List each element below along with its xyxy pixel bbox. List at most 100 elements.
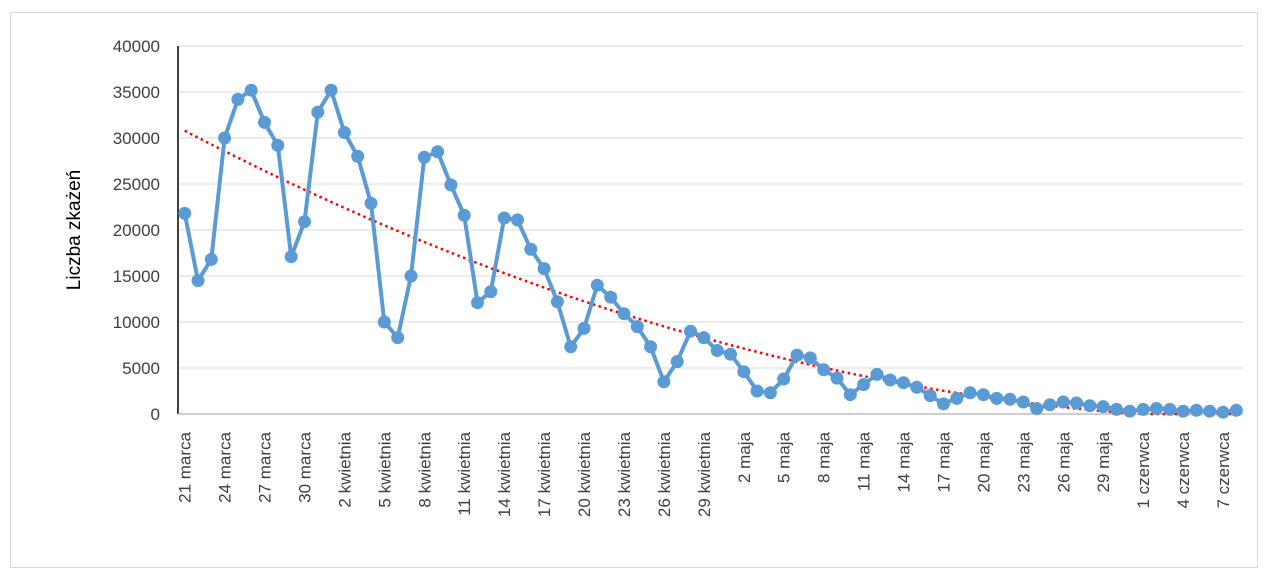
data-point	[657, 375, 671, 389]
data-point	[471, 296, 484, 310]
trendline	[184, 129, 1237, 416]
data-point	[897, 376, 910, 390]
data-point	[1229, 403, 1243, 417]
data-point	[577, 321, 591, 335]
y-tick-label: 10000	[113, 313, 160, 332]
x-tick-label: 5 maja	[775, 431, 794, 483]
data-point	[817, 363, 831, 377]
data-point	[1096, 400, 1110, 414]
data-point	[258, 115, 271, 129]
data-point	[324, 83, 338, 97]
y-tick-label: 30000	[113, 129, 160, 148]
x-tick-labels: 21 marca 24 marca 27 marca 30 marca 2 kwietn…	[176, 431, 1233, 517]
x-tick-label: 26 maja	[1054, 431, 1073, 492]
data-point	[1203, 404, 1217, 418]
data-point	[976, 388, 990, 402]
y-tick-label: 40000	[113, 37, 160, 56]
y-tick-label: 25000	[113, 175, 160, 194]
data-point	[377, 315, 391, 329]
y-tick-label: 0	[151, 405, 160, 424]
data-point	[244, 83, 258, 97]
data-point	[630, 320, 644, 334]
data-point	[497, 211, 511, 225]
data-point	[883, 373, 897, 387]
data-point	[910, 380, 924, 394]
data-point	[564, 340, 578, 354]
data-point	[963, 386, 977, 400]
data-point	[923, 389, 937, 403]
data-point	[417, 150, 431, 164]
data-point	[218, 131, 232, 145]
data-point	[431, 145, 445, 159]
data-point	[724, 347, 737, 361]
data-point	[1136, 402, 1150, 416]
x-tick-label: 20 kwietnia	[575, 431, 594, 517]
data-point	[1043, 398, 1057, 412]
data-point	[1216, 405, 1230, 419]
data-point	[843, 388, 857, 402]
y-tick-label: 20000	[113, 221, 160, 240]
x-tick-label: 5 kwietnia	[375, 431, 394, 507]
data-point	[271, 138, 285, 152]
x-tick-label: 4 czerwca	[1174, 431, 1193, 508]
data-points	[178, 83, 1243, 419]
y-axis-label: Liczba zkażeń	[64, 170, 85, 290]
data-point	[750, 384, 764, 398]
data-point	[950, 391, 964, 405]
data-point	[1150, 402, 1163, 415]
data-point	[550, 295, 564, 309]
x-tick-label: 24 marca	[216, 431, 235, 502]
data-point	[1176, 404, 1190, 418]
y-tick-label: 5000	[122, 359, 160, 378]
data-point	[1056, 395, 1070, 409]
x-tick-label: 8 kwietnia	[415, 431, 434, 507]
data-point	[1003, 392, 1017, 406]
data-point	[1163, 402, 1177, 416]
data-point	[1070, 396, 1084, 410]
x-tick-label: 11 maja	[855, 431, 874, 491]
x-tick-label: 29 maja	[1094, 431, 1113, 492]
data-point	[1016, 395, 1030, 409]
data-point	[351, 149, 365, 163]
data-point	[537, 262, 551, 276]
x-tick-label: 11 kwietnia	[455, 431, 474, 515]
data-point	[1110, 402, 1123, 416]
x-tick-label: 14 maja	[895, 431, 914, 492]
data-point	[1083, 399, 1097, 413]
y-tick-labels: 0 5000 10000 15000 20000 25000 30000 35000 40000	[113, 37, 160, 424]
x-tick-label: 27 marca	[256, 431, 275, 502]
y-tick-label: 35000	[113, 83, 160, 102]
data-point	[737, 365, 751, 379]
x-tick-label: 23 kwietnia	[615, 431, 634, 517]
data-point	[484, 285, 498, 299]
data-point	[604, 290, 618, 304]
x-tick-label: 1 czerwca	[1134, 431, 1153, 508]
data-point	[311, 105, 325, 119]
x-tick-label: 30 marca	[295, 431, 314, 502]
data-point	[684, 324, 697, 338]
x-tick-label: 2 maja	[735, 431, 754, 483]
data-point	[1189, 403, 1203, 417]
data-point	[763, 386, 777, 400]
data-point	[697, 331, 711, 345]
gridlines	[178, 45, 1243, 369]
axes	[177, 46, 1243, 415]
data-point	[644, 340, 658, 354]
data-point	[590, 278, 604, 292]
x-tick-label: 17 kwietnia	[535, 431, 554, 517]
x-tick-label: 20 maja	[974, 431, 993, 492]
x-tick-label: 14 kwietnia	[495, 431, 514, 517]
data-point	[830, 371, 844, 385]
data-point	[457, 208, 471, 222]
data-point	[364, 196, 378, 210]
x-tick-label: 8 maja	[815, 431, 834, 483]
data-point	[937, 397, 950, 411]
x-tick-label: 21 marca	[176, 431, 195, 502]
data-point	[990, 391, 1004, 405]
x-tick-label: 17 maja	[934, 431, 953, 492]
data-point	[524, 242, 538, 256]
data-point	[803, 351, 817, 365]
data-point	[870, 367, 884, 381]
data-point	[231, 92, 245, 106]
